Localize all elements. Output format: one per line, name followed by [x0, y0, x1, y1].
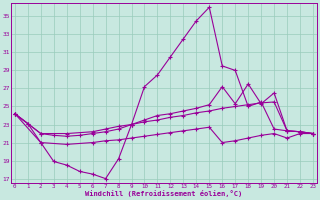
X-axis label: Windchill (Refroidissement éolien,°C): Windchill (Refroidissement éolien,°C)	[85, 190, 243, 197]
